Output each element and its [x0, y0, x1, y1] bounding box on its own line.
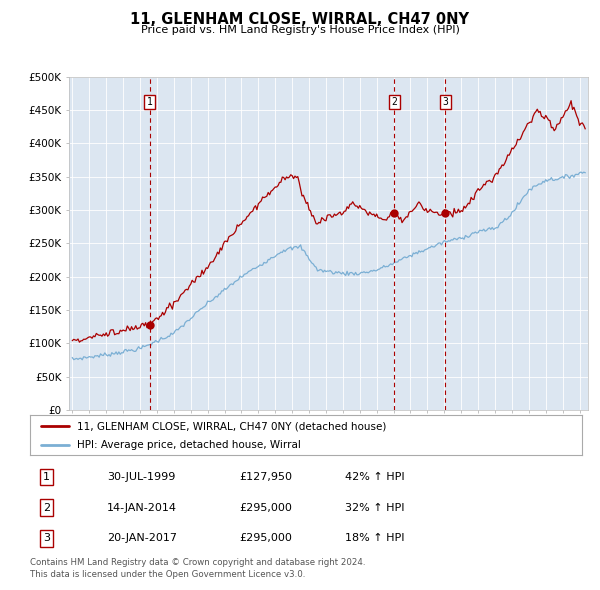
Text: 1: 1: [43, 472, 50, 482]
Text: 11, GLENHAM CLOSE, WIRRAL, CH47 0NY: 11, GLENHAM CLOSE, WIRRAL, CH47 0NY: [131, 12, 470, 27]
Text: £295,000: £295,000: [240, 533, 293, 543]
Text: £127,950: £127,950: [240, 472, 293, 482]
Text: £295,000: £295,000: [240, 503, 293, 513]
Text: 2: 2: [391, 97, 397, 107]
Text: 3: 3: [442, 97, 448, 107]
Text: 1: 1: [147, 97, 152, 107]
Text: HPI: Average price, detached house, Wirral: HPI: Average price, detached house, Wirr…: [77, 440, 301, 450]
Text: 11, GLENHAM CLOSE, WIRRAL, CH47 0NY (detached house): 11, GLENHAM CLOSE, WIRRAL, CH47 0NY (det…: [77, 421, 386, 431]
Text: 14-JAN-2014: 14-JAN-2014: [107, 503, 177, 513]
Text: 18% ↑ HPI: 18% ↑ HPI: [344, 533, 404, 543]
Text: 32% ↑ HPI: 32% ↑ HPI: [344, 503, 404, 513]
Text: 42% ↑ HPI: 42% ↑ HPI: [344, 472, 404, 482]
Text: 30-JUL-1999: 30-JUL-1999: [107, 472, 176, 482]
Text: Contains HM Land Registry data © Crown copyright and database right 2024.
This d: Contains HM Land Registry data © Crown c…: [30, 558, 365, 579]
Text: 20-JAN-2017: 20-JAN-2017: [107, 533, 177, 543]
Text: Price paid vs. HM Land Registry's House Price Index (HPI): Price paid vs. HM Land Registry's House …: [140, 25, 460, 35]
Text: 2: 2: [43, 503, 50, 513]
Text: 3: 3: [43, 533, 50, 543]
